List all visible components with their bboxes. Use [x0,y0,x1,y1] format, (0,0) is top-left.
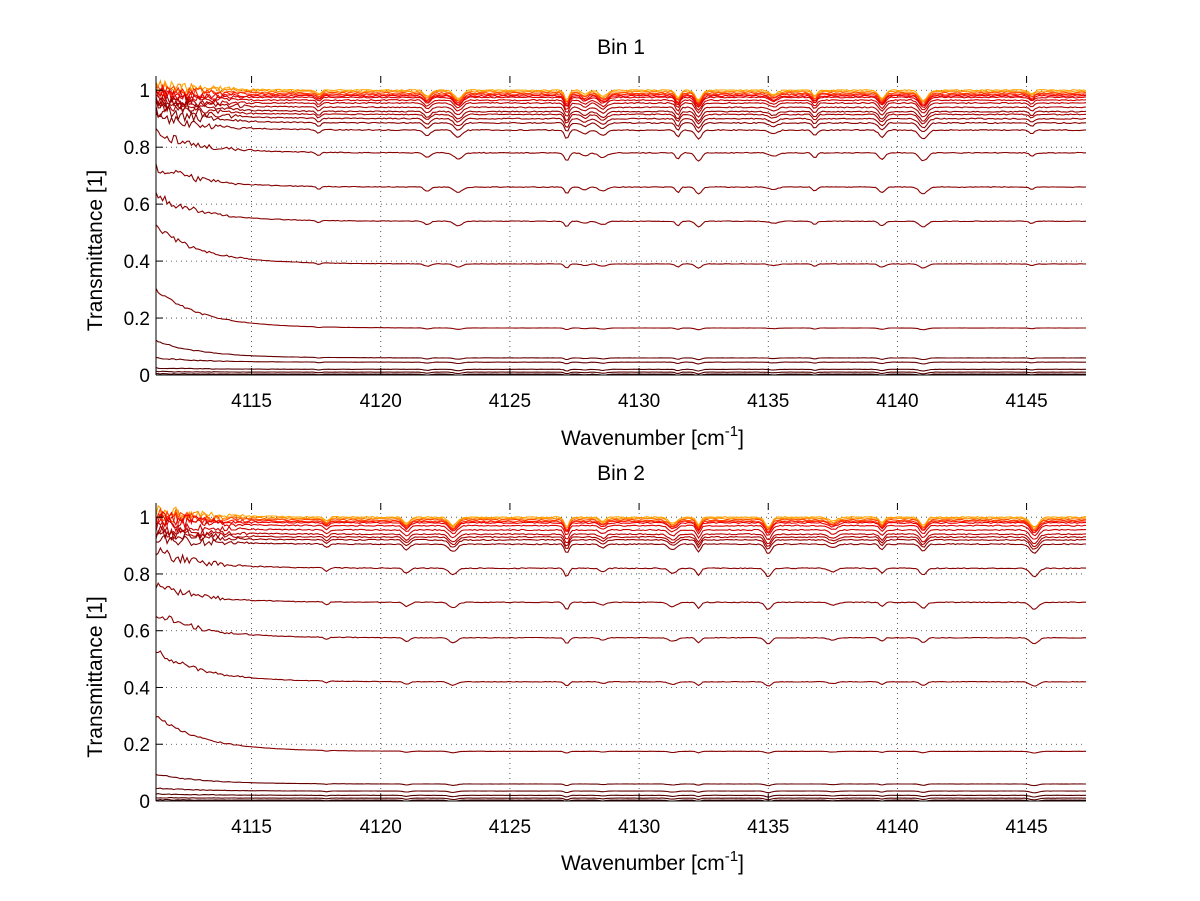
x-tick-label: 4140 [876,817,918,838]
series-line [156,519,1086,541]
y-axis-label: Transmittance [1] [84,596,107,757]
y-tick-label: 1 [139,81,150,102]
series-line [156,84,1086,106]
x-tick-label: 4130 [618,817,660,838]
x-tick-label: 4125 [489,391,531,412]
series-line [156,192,1086,228]
series-line [156,510,1086,534]
y-tick-label: 0.2 [124,309,150,330]
series-line [156,546,1086,578]
series-line [156,799,1086,801]
chart-panel-2: Bin 2 4115 4120 4125 4130 4135 4140 4145 0 0.2 0.4… [84,462,1086,875]
y-tick-label: 0.8 [124,565,150,586]
x-tick-label: 4115 [231,817,272,838]
y-tick-label: 0 [139,366,150,387]
x-tick-label: 4115 [231,391,272,412]
series-line [156,89,1086,109]
x-tick-label: 4140 [876,391,918,412]
chart-panel-1: Bin 1 4115 4120 4125 4130 4135 4140 4145 0 0.2 0.4… [84,36,1086,450]
x-tick-label: 4135 [747,391,789,412]
series-line [156,615,1086,645]
series-line [156,582,1086,611]
y-tick-label: 0.4 [124,678,151,699]
series-line [156,79,1086,103]
series-group [156,504,1086,801]
y-tick-label: 0.6 [124,195,150,216]
x-tick-label: 4145 [1005,817,1047,838]
chart-title: Bin 2 [597,462,645,485]
y-tick-label: 0 [139,792,150,813]
x-tick-label: 4145 [1005,391,1047,412]
y-tick-label: 0.8 [124,138,150,159]
y-tick-label: 1 [139,508,150,529]
series-line [156,100,1086,125]
series-line [156,787,1086,794]
series-line [156,128,1086,162]
series-line [156,370,1086,375]
series-line [156,528,1086,550]
series-line [156,93,1086,111]
y-tick-label: 0.6 [124,622,150,643]
x-tick-label: 4120 [360,391,402,412]
y-axis-label: Transmittance [1] [84,170,107,331]
series-line [156,524,1086,548]
series-line [156,508,1086,530]
x-axis-label: Wavenumber [cm-1] [561,423,744,450]
series-line [156,773,1086,787]
x-tick-label: 4130 [618,391,660,412]
x-tick-label: 4125 [489,817,531,838]
series-line [156,106,1086,133]
series-line [156,508,1086,531]
series-line [156,99,1086,129]
series-line [156,504,1086,528]
series-line [156,716,1086,754]
series-line [156,650,1086,687]
series-line [156,98,1086,122]
x-axis-label: Wavenumber [cm-1] [561,848,744,875]
y-tick-label: 0.2 [124,735,150,756]
series-line [156,224,1086,269]
x-tick-label: 4120 [360,817,402,838]
series-line [156,523,1086,545]
series-line [156,797,1086,801]
series-line [156,339,1086,361]
series-line [156,513,1086,537]
series-line [156,356,1086,365]
chart-title: Bin 1 [597,36,645,59]
series-line [156,111,1086,140]
series-group [156,79,1086,375]
series-line [156,793,1086,798]
series-line [156,366,1086,372]
series-line [156,94,1086,118]
x-tick-label: 4135 [747,817,789,838]
series-line [156,85,1086,104]
series-line [156,534,1086,554]
series-line [156,163,1086,195]
series-line [156,288,1086,331]
series-line [156,87,1086,107]
y-tick-label: 0.4 [124,252,151,273]
series-line [156,96,1086,114]
